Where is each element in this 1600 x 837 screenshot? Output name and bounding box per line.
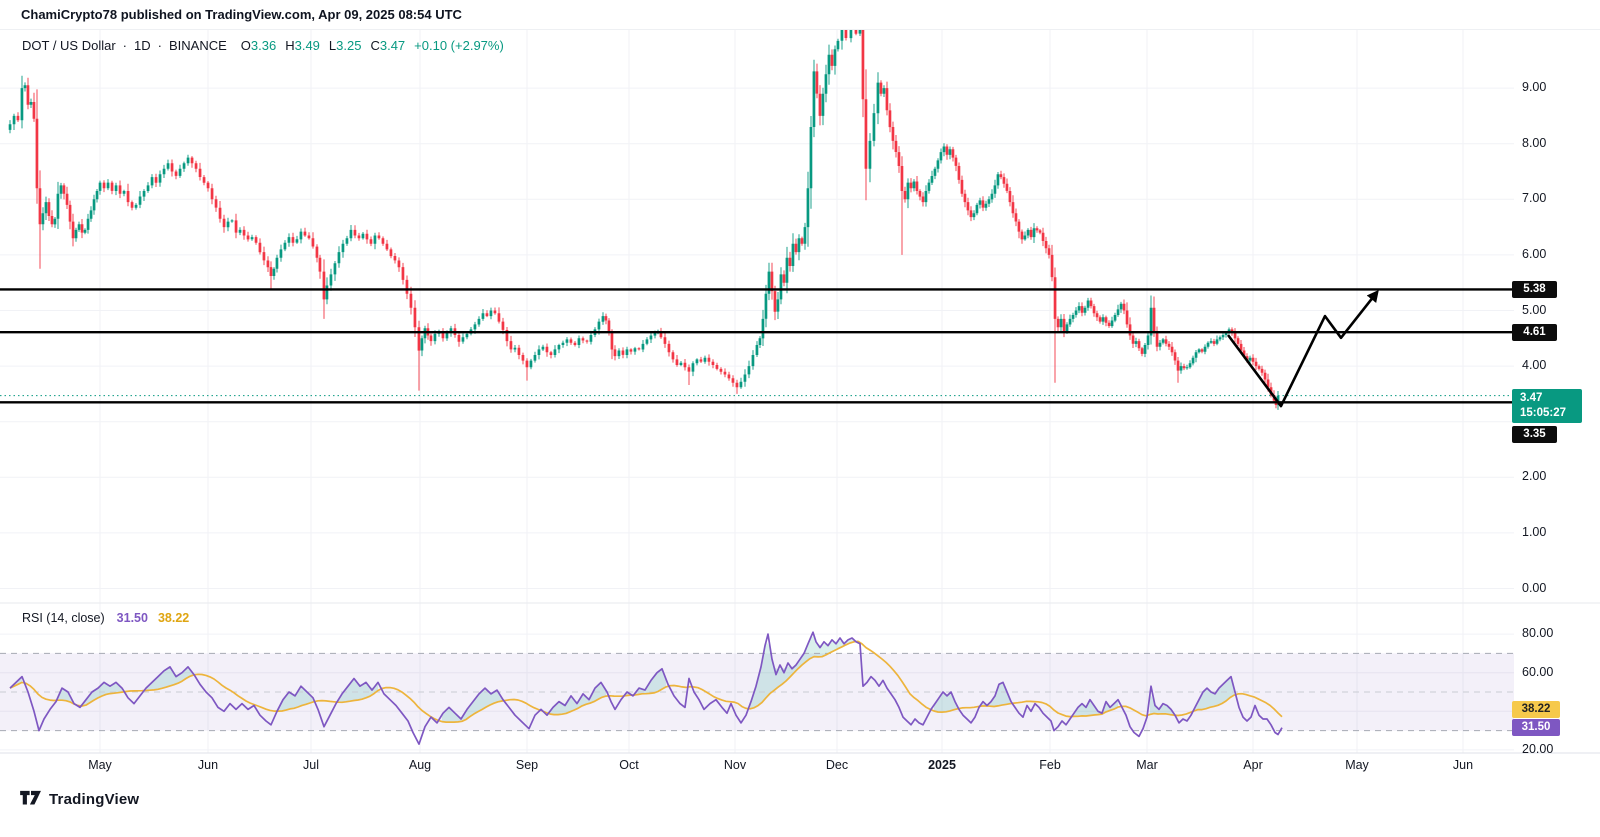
- high-value: 3.49: [294, 38, 320, 53]
- price-axis-label: 0.00: [1522, 580, 1547, 595]
- rsi-current-value: 31.50: [116, 611, 148, 625]
- time-axis-label: Aug: [408, 758, 432, 772]
- symbol-title: DOT / US Dollar: [22, 38, 116, 53]
- time-axis-label: Feb: [1039, 758, 1061, 772]
- time-axis-label: Apr: [1243, 758, 1263, 772]
- price-axis-label: 2.00: [1522, 469, 1547, 484]
- bar-countdown: 15:05:27: [1520, 406, 1567, 419]
- price-axis-label: 9.00: [1522, 80, 1547, 95]
- rsi-ma-value: 38.22: [157, 611, 190, 625]
- time-axis-label: 2025: [928, 758, 956, 772]
- time-axis-label: May: [88, 758, 112, 772]
- time-axis-label: Jun: [197, 758, 219, 772]
- projection-arrow-drawing[interactable]: [1226, 289, 1379, 408]
- price-axis-label: 1.00: [1522, 524, 1547, 539]
- rsi-legend[interactable]: RSI (14, close) 31.50 38.22: [22, 611, 189, 625]
- attribution-bar: ChamiCrypto78 published on TradingView.c…: [0, 0, 1600, 30]
- ohlc-values: O3.36 H3.49 L3.25 C3.47 +0.10 (+2.97%): [240, 38, 504, 53]
- time-axis-label: Dec: [825, 758, 849, 772]
- resistance-price-badge: 5.38: [1512, 280, 1557, 298]
- rsi-axis-label: 20.00: [1522, 741, 1554, 756]
- rsi-ma-badge: 38.22: [1512, 701, 1560, 719]
- price-axis-label: 8.00: [1522, 135, 1547, 150]
- mid-support-price-badge: 4.61: [1512, 323, 1557, 341]
- open-value: 3.36: [250, 38, 277, 53]
- rsi-pane: [0, 631, 1514, 745]
- time-axis-label: Jun: [1452, 758, 1474, 772]
- time-axis-label: Sep: [515, 758, 539, 772]
- current-price-value: 3.47: [1520, 391, 1543, 404]
- tradingview-logo-text: TradingView: [49, 791, 140, 808]
- rsi-axis-label: 80.00: [1522, 626, 1554, 641]
- tradingview-logo[interactable]: TradingView: [20, 790, 139, 809]
- horizontal-level-lines[interactable]: [0, 288, 1514, 404]
- time-axis-label: Jul: [303, 758, 319, 772]
- price-axis-label: 5.00: [1522, 302, 1547, 317]
- time-axis-label: Oct: [619, 758, 639, 772]
- rsi-axis-label: 60.00: [1522, 664, 1554, 679]
- price-axis-label: 6.00: [1522, 246, 1547, 261]
- legend-separator: ·: [122, 38, 128, 53]
- low-value: 3.25: [336, 38, 362, 53]
- time-axis-label: Mar: [1136, 758, 1158, 772]
- time-axis-label: Nov: [723, 758, 747, 772]
- pane-separators: [0, 602, 1600, 754]
- current-price-badge: 3.47 15:05:27: [1512, 388, 1582, 423]
- exchange-label: BINANCE: [168, 38, 227, 53]
- candlestick-series: [8, 28, 1280, 410]
- interval-label: 1D: [134, 38, 151, 53]
- change-value: +0.10 (+2.97%): [414, 38, 504, 53]
- close-value: 3.47: [379, 38, 406, 53]
- tradingview-logo-icon: [20, 790, 41, 805]
- price-axis-label: 4.00: [1522, 358, 1547, 373]
- legend-separator: ·: [157, 38, 162, 53]
- time-axis-label: May: [1345, 758, 1369, 772]
- attribution-text: ChamiCrypto78 published on TradingView.c…: [21, 7, 462, 22]
- price-axis-label: 7.00: [1522, 191, 1547, 206]
- symbol-legend[interactable]: DOT / US Dollar · 1D · BINANCE O3.36 H3.49 L3.2…: [22, 38, 504, 53]
- low-support-price-badge: 3.35: [1512, 425, 1557, 443]
- gridlines: [0, 28, 1514, 753]
- rsi-title: RSI (14, close): [22, 611, 105, 625]
- rsi-value-badge: 31.50: [1512, 719, 1560, 737]
